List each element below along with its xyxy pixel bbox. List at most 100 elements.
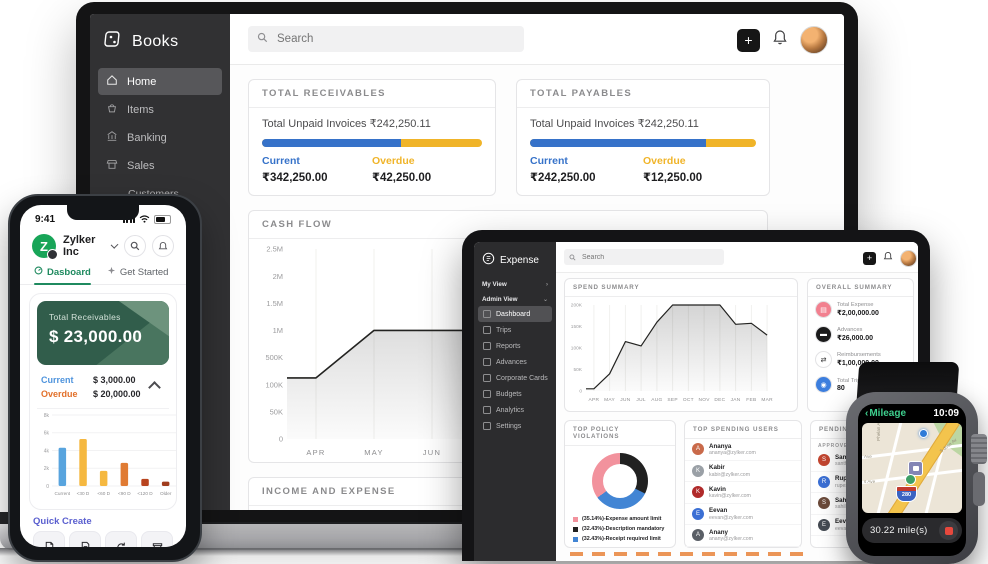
svg-text:FEB: FEB — [746, 397, 756, 403]
current-location-dot — [919, 429, 928, 439]
quick-create-estimate[interactable]: Estimate — [68, 531, 102, 547]
avatar: R — [818, 475, 830, 488]
overdue-label: Overdue — [41, 389, 78, 399]
sidebar-item-analytics[interactable]: Analytics — [478, 402, 552, 418]
org-selector[interactable]: Zylker Inc — [63, 234, 119, 258]
svg-text:6k: 6k — [44, 431, 50, 437]
sidebar-item-corporate-cards[interactable]: Corporate Cards — [478, 370, 552, 386]
user-row[interactable]: A Ananya ananya@zylker.com — [685, 439, 801, 461]
basket-icon — [106, 102, 118, 117]
watch-time: 10:09 — [933, 408, 959, 419]
quick-create-title: Quick Create — [33, 516, 92, 527]
total-payables-card: TOTAL PAYABLES Total Unpaid Invoices ₹24… — [516, 79, 770, 196]
overdue-label: Overdue — [643, 155, 686, 167]
overall-advances: ▬ Advances ₹26,000.00 — [808, 322, 913, 347]
stop-button[interactable] — [939, 521, 958, 540]
avatar: A — [692, 443, 704, 456]
watch-header: ‹ Mileage 10:09 — [858, 404, 966, 421]
tab-dashboard[interactable]: Dasboard — [34, 266, 91, 285]
sidebar-item-dashboard[interactable]: Dashboard — [478, 306, 552, 322]
map-view[interactable]: Phelan Av Ave s Ave S Jose Av 280 — [862, 423, 962, 513]
watch-crown[interactable] — [971, 434, 987, 464]
svg-text:4k: 4k — [44, 448, 50, 454]
receivables-widget: Total Receivables $ 23,000.00 Current $ 3… — [29, 293, 177, 510]
collapse-chevron-icon[interactable] — [148, 380, 161, 394]
user-row[interactable]: A Anany anany@zylker.com — [685, 525, 801, 547]
svg-text:Older: Older — [160, 491, 172, 496]
quick-create-subscription[interactable]: Subscription — [104, 531, 138, 547]
sidebar-item-banking[interactable]: Banking — [98, 124, 222, 151]
overall-summary-title: OVERALL SUMMARY — [808, 279, 913, 297]
current-label: Current — [530, 155, 568, 167]
svg-text:<30 D: <30 D — [77, 491, 90, 496]
svg-text:AUG: AUG — [651, 397, 662, 403]
overdue-value: ₹12,250.00 — [643, 172, 703, 184]
top-spending-users-card: TOP SPENDING USERS A Ananya ananya@zylker.… — [684, 420, 802, 548]
search-input[interactable] — [248, 26, 524, 52]
app-header: Z Zylker Inc — [20, 228, 186, 260]
search-input[interactable] — [564, 249, 724, 265]
nav-group-my-view[interactable]: My View › — [482, 281, 548, 288]
nav-group-admin-view[interactable]: Admin View ⌄ — [482, 296, 548, 303]
transit-marker-icon — [908, 460, 923, 476]
sidebar-item-advances[interactable]: Advances — [478, 354, 552, 370]
expense-logo: Expense — [474, 242, 556, 276]
svg-text:150K: 150K — [571, 324, 583, 330]
total-receivables-banner: Total Receivables $ 23,000.00 — [37, 301, 169, 365]
tab-get-started[interactable]: Get Started — [107, 266, 168, 284]
get-started-icon — [107, 266, 116, 278]
expense-app-name: Expense — [500, 254, 539, 266]
back-mileage[interactable]: ‹ Mileage — [865, 408, 907, 419]
overall-total-expense: ▤ Total Expense ₹2,00,000.00 — [808, 297, 913, 322]
books-logo: Books — [90, 14, 230, 67]
sidebar-item-trips[interactable]: Trips — [478, 322, 552, 338]
org-badge-icon — [47, 249, 58, 260]
sidebar-item-sales[interactable]: Sales — [98, 152, 222, 179]
user-row[interactable]: E Eevan eevan@zylker.com — [685, 504, 801, 525]
svg-text:JUL: JUL — [636, 397, 645, 403]
payables-progress — [530, 139, 756, 147]
distance-value: 30.22 mile(s) — [870, 525, 928, 536]
spend-summary-chart: 200K 150K 100K 50K 0 APR MAY JUN JUL AUG SEP OCT NOV… — [571, 303, 773, 403]
sidebar-item-budgets[interactable]: Budgets — [478, 386, 552, 402]
search-field[interactable] — [275, 32, 515, 46]
books-logo-icon — [104, 29, 124, 54]
expense-logo-icon — [482, 252, 495, 268]
add-button[interactable]: + — [737, 28, 760, 52]
bell-icon[interactable] — [883, 249, 893, 267]
invoice-icon — [33, 531, 65, 547]
svg-text:JUN: JUN — [423, 448, 441, 457]
user-avatar[interactable] — [900, 249, 917, 267]
overdue-value: ₹42,250.00 — [372, 172, 432, 184]
route-shield: 280 — [896, 486, 917, 502]
receivables-label: Total Receivables — [49, 312, 121, 322]
zylker-logo[interactable]: Z — [32, 234, 58, 260]
svg-text:APR: APR — [589, 397, 600, 403]
sidebar-item-settings[interactable]: Settings — [478, 418, 552, 434]
quick-create-product[interactable]: Product — [140, 531, 174, 547]
user-row[interactable]: K Kabir kabir@zylker.com — [685, 461, 801, 482]
svg-text:<60 D: <60 D — [97, 491, 110, 496]
sidebar-item-reports[interactable]: Reports — [478, 338, 552, 354]
sidebar-item-items[interactable]: Items — [98, 96, 222, 123]
stop-icon — [944, 526, 953, 535]
svg-text:50K: 50K — [573, 367, 582, 373]
search-button[interactable] — [124, 235, 146, 257]
quick-create-invoice[interactable]: Invoice — [32, 531, 66, 547]
svg-text:DEC: DEC — [714, 397, 725, 403]
legend-swatch — [573, 536, 578, 542]
svg-text:1.5M: 1.5M — [266, 299, 283, 308]
subscription-icon — [105, 531, 137, 547]
notifications-button[interactable] — [152, 235, 174, 257]
svg-text:APR: APR — [306, 448, 325, 457]
sidebar-item-home[interactable]: Home — [98, 68, 222, 95]
analytics-icon — [483, 406, 491, 414]
add-button[interactable]: + — [863, 251, 876, 265]
user-row[interactable]: K Kavin kavin@zylker.com — [685, 482, 801, 504]
svg-text:2.5M: 2.5M — [266, 245, 283, 254]
budgets-icon — [483, 390, 491, 398]
user-avatar[interactable] — [800, 26, 828, 54]
watch-side-button[interactable] — [973, 472, 985, 506]
bell-icon[interactable] — [772, 29, 788, 51]
search-field[interactable] — [580, 252, 719, 262]
